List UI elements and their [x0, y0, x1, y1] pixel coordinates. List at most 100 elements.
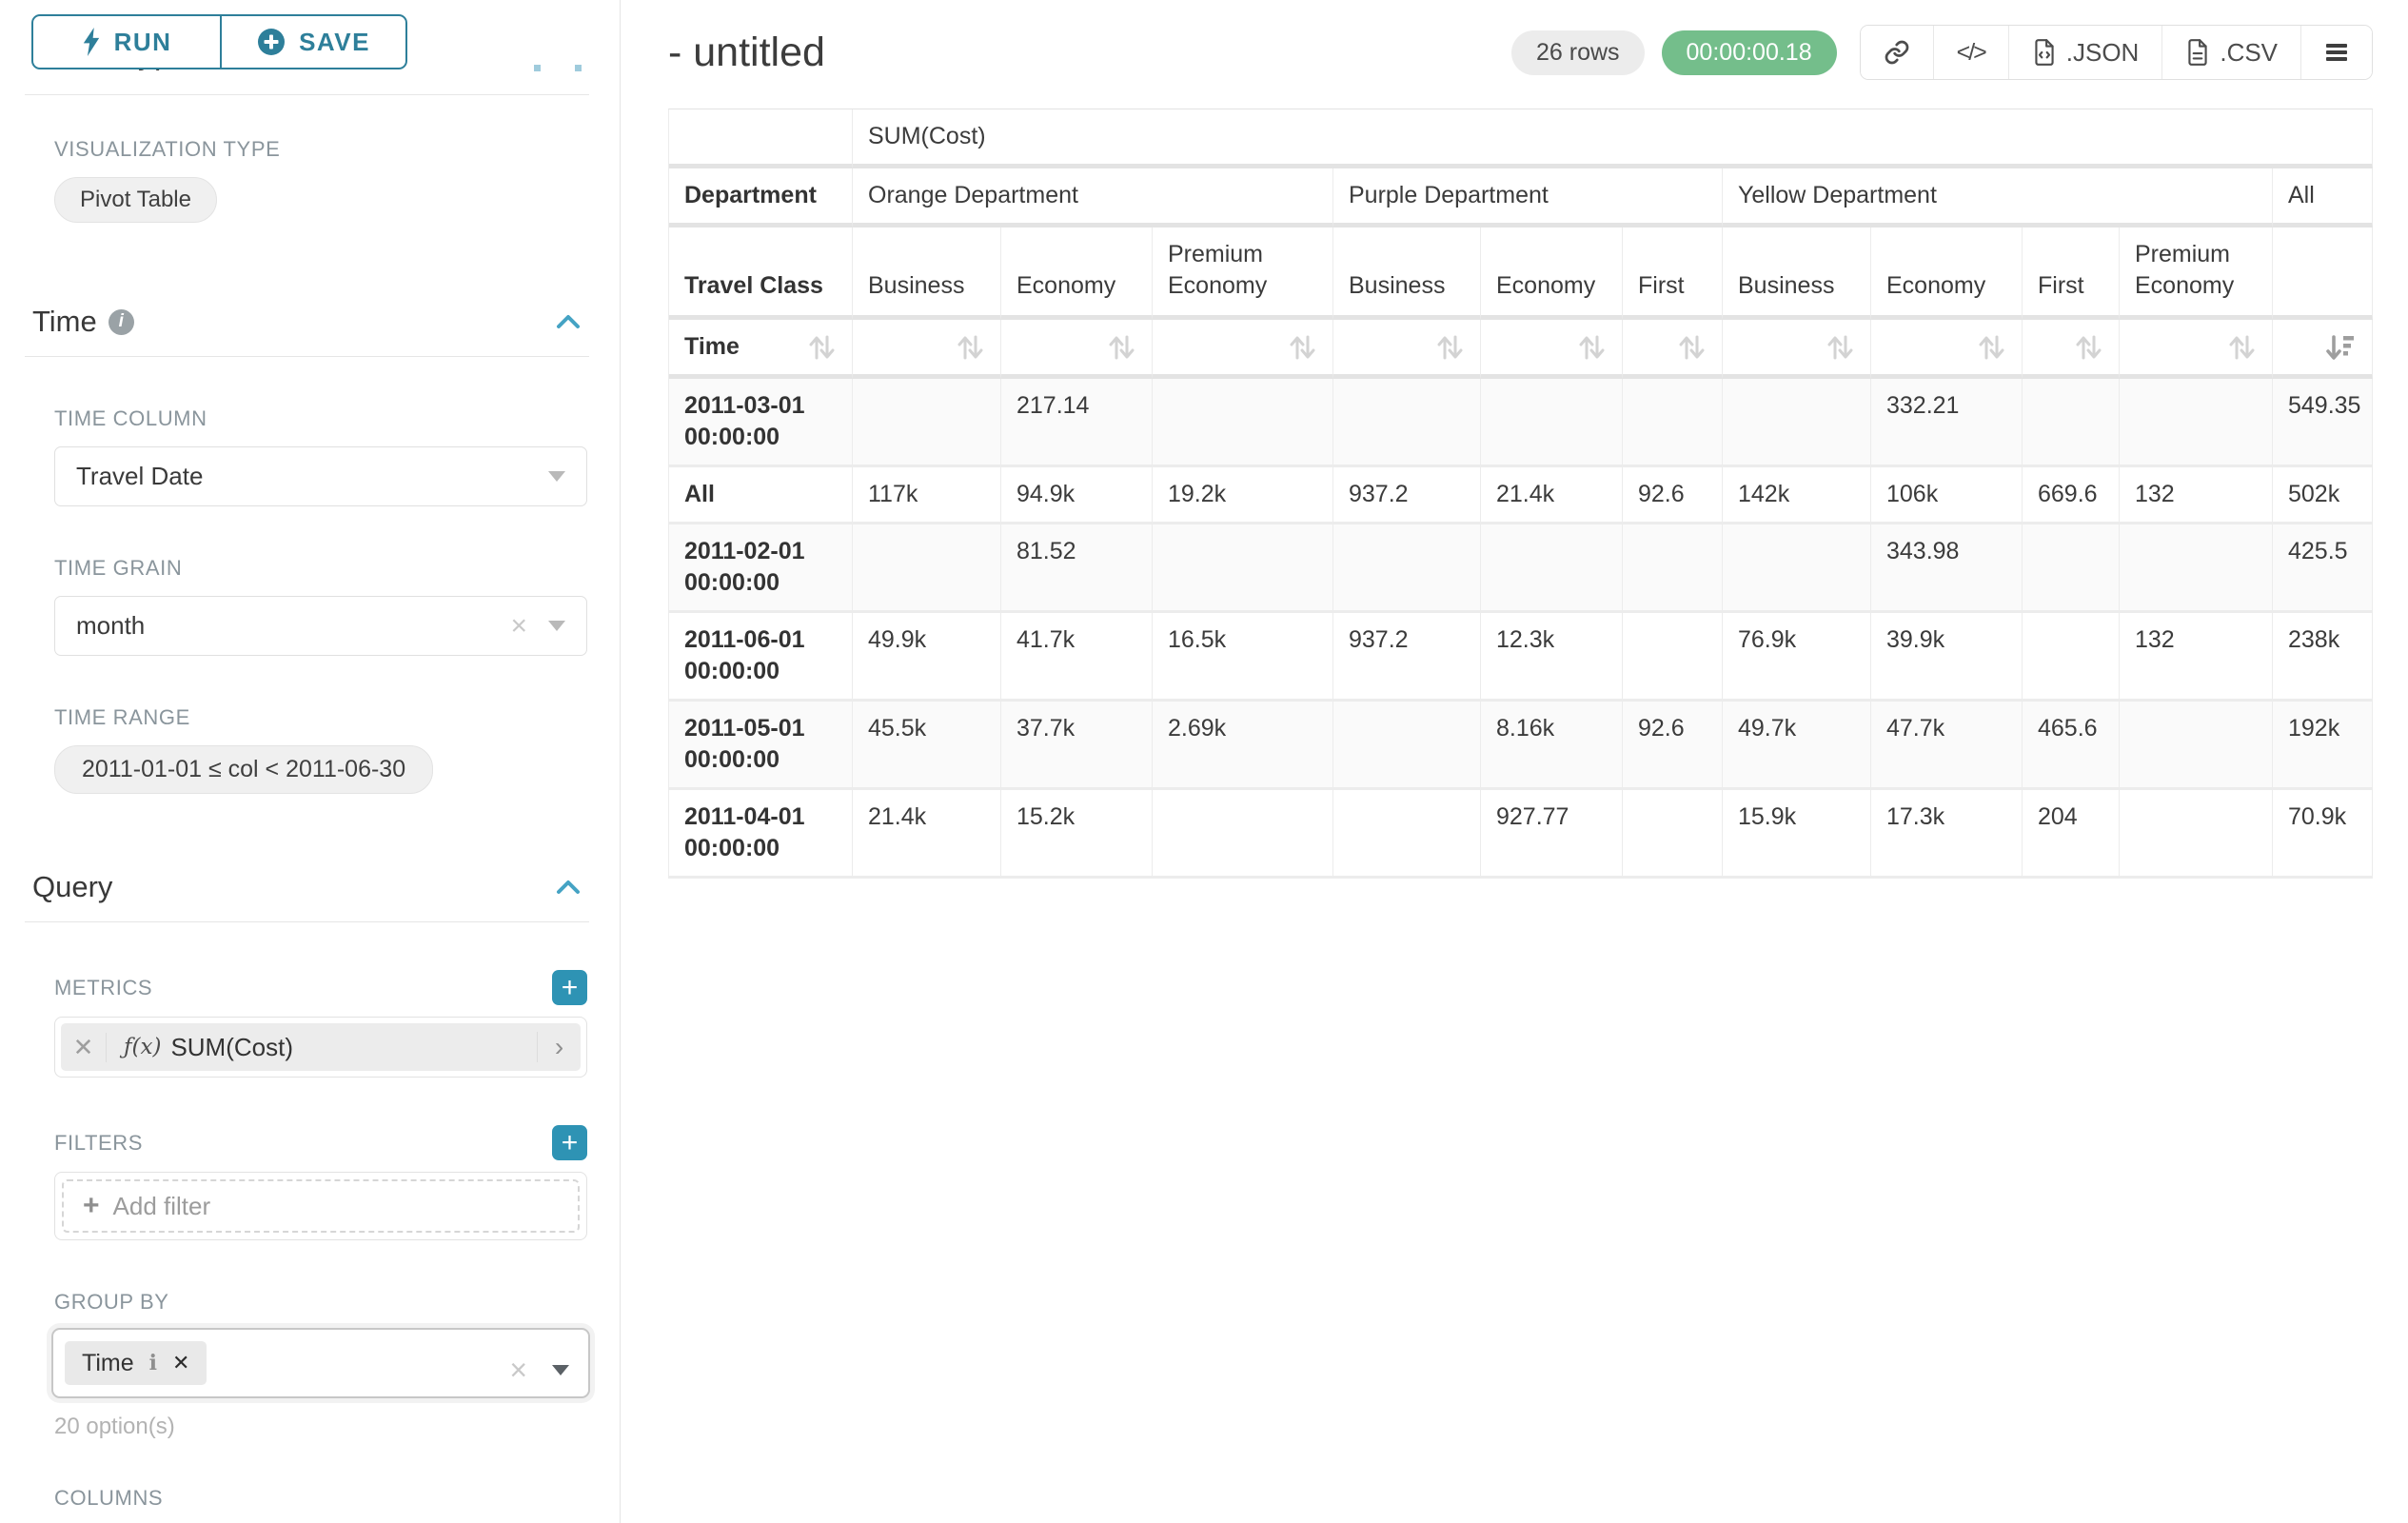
- section-chart-type-collapse-icon[interactable]: [534, 65, 582, 71]
- metrics-container: ✕ ƒ(x) SUM(Cost) ›: [54, 1017, 587, 1078]
- time-grain-select[interactable]: month ×: [54, 596, 587, 656]
- pivot-value-cell: 2.69k: [1153, 702, 1333, 790]
- pivot-value-cell: 238k: [2273, 613, 2374, 702]
- pivot-class-header: Premium Economy: [1153, 227, 1333, 320]
- add-metric-button[interactable]: +: [552, 970, 587, 1005]
- pivot-sort-header[interactable]: [1623, 320, 1723, 379]
- pivot-sort-header[interactable]: [1333, 320, 1481, 379]
- pivot-value-cell: 12.3k: [1481, 613, 1623, 702]
- pivot-data-row: 2011-05-01 00:00:00 45.5k 37.7k 2.69k 8.16k 9…: [669, 702, 2374, 790]
- pivot-sort-header[interactable]: [1723, 320, 1871, 379]
- add-filter-dropzone[interactable]: + Add filter: [62, 1179, 580, 1233]
- pivot-value-cell: 132: [2120, 467, 2273, 524]
- pivot-value-cell: [1333, 379, 1481, 467]
- pivot-value-cell: [1481, 379, 1623, 467]
- chevron-up-icon[interactable]: [555, 313, 582, 330]
- pivot-sort-header[interactable]: [1871, 320, 2023, 379]
- pivot-sort-header[interactable]: [853, 320, 1001, 379]
- metric-chip[interactable]: ✕ ƒ(x) SUM(Cost) ›: [61, 1023, 581, 1071]
- plus-icon: +: [83, 1190, 100, 1221]
- clear-icon[interactable]: ×: [510, 609, 527, 642]
- group-by-chip[interactable]: Time i ✕: [65, 1341, 207, 1385]
- pivot-row-label: 2011-02-01 00:00:00: [669, 524, 853, 613]
- pivot-value-cell: [2120, 702, 2273, 790]
- pivot-value-cell: [1723, 379, 1871, 467]
- pivot-classes-row: Travel Class Business Economy Premium Econo…: [669, 227, 2374, 320]
- embed-code-button[interactable]: </>: [1932, 26, 2008, 79]
- pivot-value-cell: 39.9k: [1871, 613, 2023, 702]
- pivot-value-cell: 937.2: [1333, 613, 1481, 702]
- chevron-right-icon[interactable]: ›: [537, 1032, 581, 1062]
- columns-label: COLUMNS: [54, 1486, 164, 1510]
- sort-arrows-icon[interactable]: [1676, 333, 1707, 362]
- pivot-value-cell: 21.4k: [853, 790, 1001, 879]
- pivot-value-cell: [2120, 790, 2273, 879]
- pivot-value-cell: [853, 379, 1001, 467]
- time-column-select[interactable]: Travel Date: [54, 446, 587, 506]
- pivot-sort-header[interactable]: [1001, 320, 1153, 379]
- pivot-class-header: First: [1623, 227, 1723, 320]
- info-icon: i: [108, 308, 134, 335]
- add-filter-button[interactable]: +: [552, 1125, 587, 1160]
- link-chain-icon: [1884, 39, 1910, 66]
- pivot-value-cell: 47.7k: [1871, 702, 2023, 790]
- sort-arrows-icon[interactable]: [1825, 333, 1855, 362]
- pivot-value-cell: 17.3k: [1871, 790, 2023, 879]
- plus-circle-icon: [257, 28, 286, 56]
- pivot-value-cell: 132: [2120, 613, 2273, 702]
- pivot-value-cell: [2023, 379, 2120, 467]
- chevron-down-icon: [548, 471, 565, 482]
- group-by-select[interactable]: Time i ✕ ×: [51, 1328, 590, 1398]
- sort-arrows-icon[interactable]: [1106, 333, 1136, 362]
- export-json-button[interactable]: .JSON: [2007, 26, 2162, 79]
- pivot-sort-header[interactable]: [2023, 320, 2120, 379]
- pivot-value-cell: 41.7k: [1001, 613, 1153, 702]
- pivot-data-row: 2011-04-01 00:00:00 21.4k 15.2k 927.77 15.9k…: [669, 790, 2374, 879]
- lightning-bolt-icon: [82, 28, 101, 56]
- remove-chip-icon[interactable]: ✕: [172, 1351, 190, 1375]
- export-csv-button[interactable]: .CSV: [2161, 26, 2301, 79]
- sort-arrows-icon[interactable]: [806, 333, 837, 362]
- remove-metric-icon[interactable]: ✕: [61, 1032, 107, 1062]
- time-range-value[interactable]: 2011-01-01 ≤ col < 2011-06-30: [54, 745, 434, 794]
- pivot-value-cell: [1153, 790, 1333, 879]
- pivot-sort-header[interactable]: [1481, 320, 1623, 379]
- pivot-data-row: 2011-02-01 00:00:00 81.52 343.98 425.5: [669, 524, 2374, 613]
- pivot-value-cell: [1623, 524, 1723, 613]
- run-button[interactable]: RUN: [31, 14, 221, 69]
- save-button[interactable]: SAVE: [221, 14, 407, 69]
- code-brackets-icon: </>: [1956, 38, 1987, 66]
- more-menu-button[interactable]: [2300, 26, 2373, 79]
- sort-arrows-icon[interactable]: [955, 333, 985, 362]
- sort-arrows-icon[interactable]: [1287, 333, 1317, 362]
- pivot-sort-header[interactable]: [1153, 320, 1333, 379]
- pivot-time-header[interactable]: Time: [669, 320, 853, 379]
- pivot-sort-header[interactable]: [2120, 320, 2273, 379]
- sort-arrows-icon[interactable]: [1434, 333, 1465, 362]
- chart-title[interactable]: - untitled: [668, 29, 825, 75]
- query-section-header: Query: [32, 870, 582, 904]
- time-section-header: Time i: [32, 305, 582, 339]
- share-link-button[interactable]: [1860, 26, 1933, 79]
- metrics-label: METRICS: [54, 975, 153, 999]
- sort-arrows-icon[interactable]: [2073, 333, 2103, 362]
- pivot-value-cell: 92.6: [1623, 702, 1723, 790]
- chevron-up-icon[interactable]: [555, 879, 582, 896]
- sort-arrows-icon[interactable]: [1576, 333, 1607, 362]
- sort-arrows-icon[interactable]: [2226, 333, 2257, 362]
- info-icon: i: [148, 1351, 157, 1375]
- pivot-value-cell: 117k: [853, 467, 1001, 524]
- visualization-type-value[interactable]: Pivot Table: [54, 177, 217, 223]
- chevron-down-icon: [552, 1365, 569, 1375]
- visualization-type-label: VISUALIZATION TYPE: [54, 137, 281, 161]
- clear-icon[interactable]: ×: [509, 1353, 527, 1387]
- filters-container: + Add filter: [54, 1172, 587, 1240]
- divider: [25, 921, 589, 922]
- pivot-value-cell: 106k: [1871, 467, 2023, 524]
- pivot-data-row: 2011-06-01 00:00:00 49.9k 41.7k 16.5k 937.2 1…: [669, 613, 2374, 702]
- pivot-value-cell: [1333, 702, 1481, 790]
- pivot-sort-header[interactable]: [2273, 320, 2374, 379]
- sort-arrows-icon[interactable]: [1976, 333, 2006, 362]
- pivot-table-head: SUM(Cost) Department Orange Department Purp…: [669, 109, 2374, 379]
- sort-desc-icon[interactable]: [2324, 333, 2357, 362]
